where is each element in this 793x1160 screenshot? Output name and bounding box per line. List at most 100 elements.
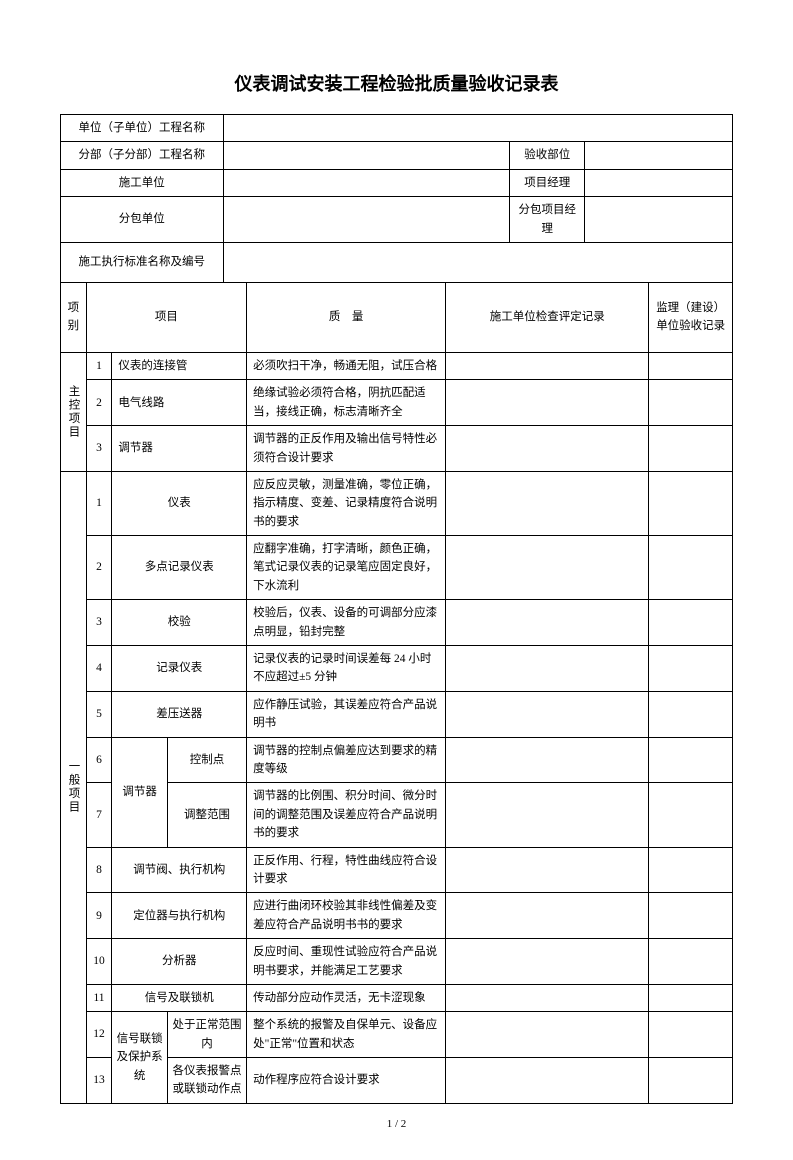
general-accept-12 xyxy=(649,1012,733,1058)
standard-value xyxy=(223,242,732,282)
general-no-9: 9 xyxy=(86,893,112,939)
col-category: 项别 xyxy=(61,282,87,352)
header-row-4: 分包单位 分包项目经理 xyxy=(61,197,733,243)
general-item-2: 多点记录仪表 xyxy=(112,536,247,600)
general-no-1: 1 xyxy=(86,471,112,535)
general-item-10: 分析器 xyxy=(112,939,247,985)
col-item: 项目 xyxy=(86,282,246,352)
unit-project-label: 单位（子单位）工程名称 xyxy=(61,115,224,142)
col-quality: 质 量 xyxy=(247,282,446,352)
master-quality-1: 必须吹扫干净，畅通无阻，试压合格 xyxy=(247,352,446,379)
sub-project-value xyxy=(223,142,510,169)
master-accept-2 xyxy=(649,380,733,426)
acceptance-part-value xyxy=(585,142,733,169)
sub-project-label: 分部（子分部）工程名称 xyxy=(61,142,224,169)
header-row-1: 单位（子单位）工程名称 xyxy=(61,115,733,142)
construction-unit-value xyxy=(223,169,510,196)
standard-label: 施工执行标准名称及编号 xyxy=(61,242,224,282)
general-check-7 xyxy=(446,783,649,847)
general-item-4: 记录仪表 xyxy=(112,646,247,692)
general-accept-1 xyxy=(649,471,733,535)
general-item-group-6: 调节器 xyxy=(112,737,168,847)
unit-project-value xyxy=(223,115,732,142)
general-row-8: 8 调节阀、执行机构 正反作用、行程，特性曲线应符合设计要求 xyxy=(61,847,733,893)
general-check-12 xyxy=(446,1012,649,1058)
general-item-1: 仪表 xyxy=(112,471,247,535)
construction-unit-label: 施工单位 xyxy=(61,169,224,196)
general-item-3: 校验 xyxy=(112,600,247,646)
general-row-4: 4 记录仪表 记录仪表的记录时间误差每 24 小时不应超过±5 分钟 xyxy=(61,646,733,692)
general-accept-9 xyxy=(649,893,733,939)
general-sub-12: 处于正常范围内 xyxy=(167,1012,246,1058)
general-accept-6 xyxy=(649,737,733,783)
project-manager-label: 项目经理 xyxy=(510,169,585,196)
general-no-5: 5 xyxy=(86,691,112,737)
master-accept-3 xyxy=(649,426,733,472)
general-quality-13: 动作程序应符合设计要求 xyxy=(247,1058,446,1104)
general-check-3 xyxy=(446,600,649,646)
general-row-5: 5 差压送器 应作静压试验，其误差应符合产品说明书 xyxy=(61,691,733,737)
general-quality-8: 正反作用、行程，特性曲线应符合设计要求 xyxy=(247,847,446,893)
master-row-2: 2 电气线路 绝缘试验必须符合格，阴抗匹配适当，接线正确，标志清晰齐全 xyxy=(61,380,733,426)
master-item-2: 电气线路 xyxy=(112,380,247,426)
master-quality-2: 绝缘试验必须符合格，阴抗匹配适当，接线正确，标志清晰齐全 xyxy=(247,380,446,426)
general-row-11: 11 信号及联锁机 传动部分应动作灵活，无卡涩现象 xyxy=(61,984,733,1011)
column-header-row: 项别 项目 质 量 施工单位检查评定记录 监理（建设）单位验收记录 xyxy=(61,282,733,352)
general-check-6 xyxy=(446,737,649,783)
general-check-4 xyxy=(446,646,649,692)
general-item-11: 信号及联锁机 xyxy=(112,984,247,1011)
sub-pm-label: 分包项目经理 xyxy=(510,197,585,243)
master-item-3: 调节器 xyxy=(112,426,247,472)
general-check-1 xyxy=(446,471,649,535)
general-check-5 xyxy=(446,691,649,737)
general-check-2 xyxy=(446,536,649,600)
general-no-12: 12 xyxy=(86,1012,112,1058)
inspection-table: 单位（子单位）工程名称 分部（子分部）工程名称 验收部位 施工单位 项目经理 分… xyxy=(60,114,733,1104)
general-check-13 xyxy=(446,1058,649,1104)
general-sub-7: 调整范围 xyxy=(167,783,246,847)
general-sub-6: 控制点 xyxy=(167,737,246,783)
general-accept-8 xyxy=(649,847,733,893)
subcontract-label: 分包单位 xyxy=(61,197,224,243)
general-row-9: 9 定位器与执行机构 应进行曲闭环校验其非线性偏差及变差应符合产品说明书书的要求 xyxy=(61,893,733,939)
general-quality-10: 反应时间、重现性试验应符合产品说明书要求，并能满足工艺要求 xyxy=(247,939,446,985)
general-item-9: 定位器与执行机构 xyxy=(112,893,247,939)
general-check-11 xyxy=(446,984,649,1011)
general-sub-13: 各仪表报警点或联锁动作点 xyxy=(167,1058,246,1104)
general-quality-11: 传动部分应动作灵活，无卡涩现象 xyxy=(247,984,446,1011)
general-row-6: 6 调节器 控制点 调节器的控制点偏差应达到要求的精度等级 xyxy=(61,737,733,783)
general-item-8: 调节阀、执行机构 xyxy=(112,847,247,893)
general-accept-2 xyxy=(649,536,733,600)
master-item-1: 仪表的连接管 xyxy=(112,352,247,379)
master-row-3: 3 调节器 调节器的正反作用及输出信号特性必须符合设计要求 xyxy=(61,426,733,472)
general-accept-3 xyxy=(649,600,733,646)
master-check-3 xyxy=(446,426,649,472)
general-quality-3: 校验后，仪表、设备的可调部分应漆点明显，铅封完整 xyxy=(247,600,446,646)
general-no-10: 10 xyxy=(86,939,112,985)
general-quality-2: 应翻字准确，打字清晰，颜色正确，笔式记录仪表的记录笔应固定良好，下水流利 xyxy=(247,536,446,600)
general-row-3: 3 校验 校验后，仪表、设备的可调部分应漆点明显，铅封完整 xyxy=(61,600,733,646)
master-group-label: 主控项目 xyxy=(61,352,87,471)
acceptance-part-label: 验收部位 xyxy=(510,142,585,169)
general-quality-6: 调节器的控制点偏差应达到要求的精度等级 xyxy=(247,737,446,783)
general-accept-4 xyxy=(649,646,733,692)
general-item-5: 差压送器 xyxy=(112,691,247,737)
master-no-3: 3 xyxy=(86,426,112,472)
general-accept-5 xyxy=(649,691,733,737)
general-no-3: 3 xyxy=(86,600,112,646)
general-check-9 xyxy=(446,893,649,939)
general-accept-10 xyxy=(649,939,733,985)
master-no-1: 1 xyxy=(86,352,112,379)
general-row-1: 一般项目 1 仪表 应反应灵敏，测量准确，零位正确，指示精度、变差、记录精度符合… xyxy=(61,471,733,535)
general-row-2: 2 多点记录仪表 应翻字准确，打字清晰，颜色正确，笔式记录仪表的记录笔应固定良好… xyxy=(61,536,733,600)
general-quality-5: 应作静压试验，其误差应符合产品说明书 xyxy=(247,691,446,737)
header-row-5: 施工执行标准名称及编号 xyxy=(61,242,733,282)
col-acceptance: 监理（建设）单位验收记录 xyxy=(649,282,733,352)
general-no-6: 6 xyxy=(86,737,112,783)
general-item-group-12: 信号联锁及保护系统 xyxy=(112,1012,168,1104)
master-check-2 xyxy=(446,380,649,426)
header-row-2: 分部（子分部）工程名称 验收部位 xyxy=(61,142,733,169)
master-no-2: 2 xyxy=(86,380,112,426)
project-manager-value xyxy=(585,169,733,196)
page-title: 仪表调试安装工程检验批质量验收记录表 xyxy=(60,70,733,96)
